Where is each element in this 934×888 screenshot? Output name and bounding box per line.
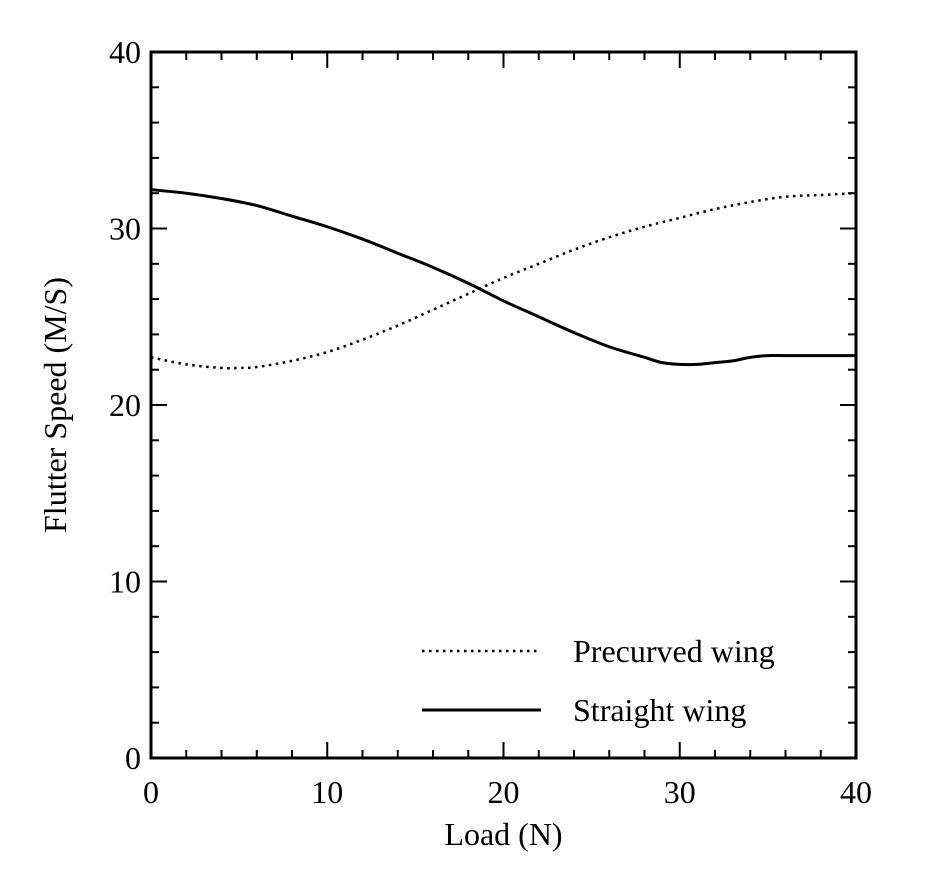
x-axis-label: Load (N) [444,816,562,852]
legend-label-precurved-wing: Precurved wing [573,633,775,669]
x-tick-label: 40 [840,774,872,810]
x-tick-label: 20 [488,774,520,810]
x-tick-label: 30 [664,774,696,810]
legend-label-straight-wing: Straight wing [573,692,746,728]
y-tick-label: 0 [125,740,141,776]
y-axis-label: Flutter Speed (M/S) [37,277,73,533]
y-tick-label: 10 [109,564,141,600]
axis-ticks: 0 10 20 30 40 0 10 20 30 40 [109,34,872,810]
y-tick-label: 40 [109,34,141,70]
series-line-precurved-wing [150,191,857,370]
y-tick-label: 20 [109,387,141,423]
series-layer [150,188,857,370]
series-line-straight-wing [150,188,856,367]
x-tick-label: 0 [143,774,159,810]
legend: Precurved wing Straight wing [422,633,775,728]
y-tick-label: 30 [109,211,141,247]
x-tick-label: 10 [311,774,343,810]
